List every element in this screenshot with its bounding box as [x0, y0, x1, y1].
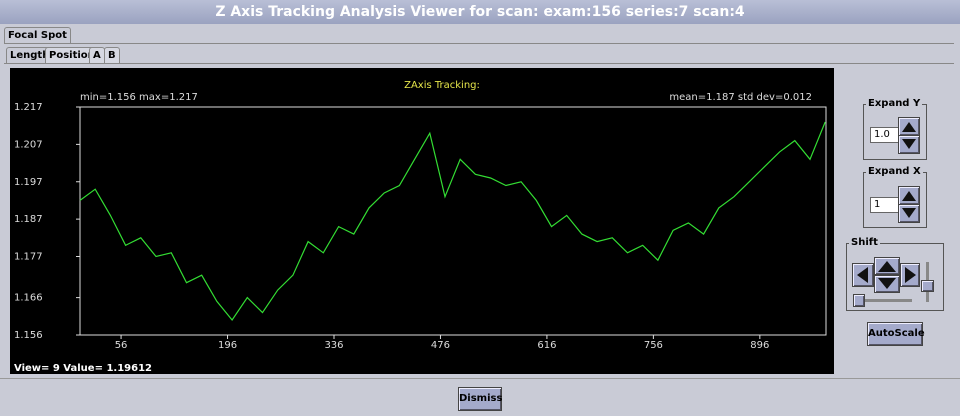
shift-up[interactable]	[874, 257, 900, 275]
icon	[905, 267, 916, 283]
slider-thumb[interactable]	[921, 280, 934, 292]
x-tick-label: 476	[431, 340, 450, 351]
subtab[interactable]: A	[89, 47, 105, 63]
x-tick-label: 616	[537, 340, 556, 351]
autoscale-button[interactable]: AutoScale	[867, 322, 925, 346]
y-tick-label: 1.207	[14, 139, 43, 150]
expand-y-up[interactable]	[898, 117, 920, 136]
status: View= 9 Value= 1.19612	[14, 363, 152, 374]
slider-thumb[interactable]	[853, 294, 865, 307]
x-tick-label: 56	[115, 340, 128, 351]
group-label: Shift	[849, 237, 880, 248]
horizontal-slider[interactable]	[854, 299, 912, 302]
icon	[857, 267, 868, 283]
data-line	[79, 121, 826, 322]
icon	[902, 208, 916, 218]
expand-x-field[interactable]: 1	[870, 197, 899, 213]
tab[interactable]: Focal Spot	[4, 27, 71, 43]
stats-left: min=1.156 max=1.217	[80, 92, 198, 103]
x-tick-label: 756	[644, 340, 663, 351]
chart-title: ZAxis Tracking:	[404, 80, 480, 91]
shift-down[interactable]	[874, 275, 900, 293]
y-tick-label: 1.156	[14, 330, 43, 341]
icon	[902, 191, 916, 201]
x-tick-label: 196	[218, 340, 237, 351]
y-tick-label: 1.197	[14, 177, 43, 188]
y-tick-label: 1.187	[14, 214, 43, 225]
divider	[4, 63, 954, 64]
y-tick-label: 1.177	[14, 252, 43, 263]
x-tick-label: 896	[750, 340, 769, 351]
chart-background	[10, 68, 834, 374]
stats-right: mean=1.187 std dev=0.012	[669, 92, 812, 103]
shift-group	[846, 243, 944, 311]
icon	[902, 122, 916, 132]
expand-x-down[interactable]	[898, 204, 920, 223]
window-title: Z Axis Tracking Analysis Viewer for scan…	[215, 4, 745, 20]
icon	[878, 278, 896, 289]
icon	[878, 261, 896, 272]
title-bar: Z Axis Tracking Analysis Viewer for scan…	[0, 0, 960, 24]
shift-left[interactable]	[852, 263, 874, 287]
y-tick-label: 1.166	[14, 293, 43, 304]
x-tick-label: 336	[324, 340, 343, 351]
y-tick-label: 1.217	[14, 102, 43, 113]
group-label: Expand X	[866, 166, 923, 177]
shift-right[interactable]	[900, 263, 920, 287]
expand-y-field[interactable]: 1.0	[870, 127, 899, 143]
chart: ZAxis Tracking: min=1.156 max=1.217 mean…	[10, 68, 834, 374]
dismiss-button[interactable]: Dismiss	[458, 387, 502, 411]
plot-frame	[79, 106, 827, 336]
divider	[4, 43, 954, 44]
subtab[interactable]: B	[104, 47, 120, 63]
expand-x-up[interactable]	[898, 186, 920, 205]
icon	[902, 139, 916, 149]
group-label: Expand Y	[866, 98, 923, 109]
expand-y-down[interactable]	[898, 135, 920, 154]
divider	[0, 378, 960, 379]
